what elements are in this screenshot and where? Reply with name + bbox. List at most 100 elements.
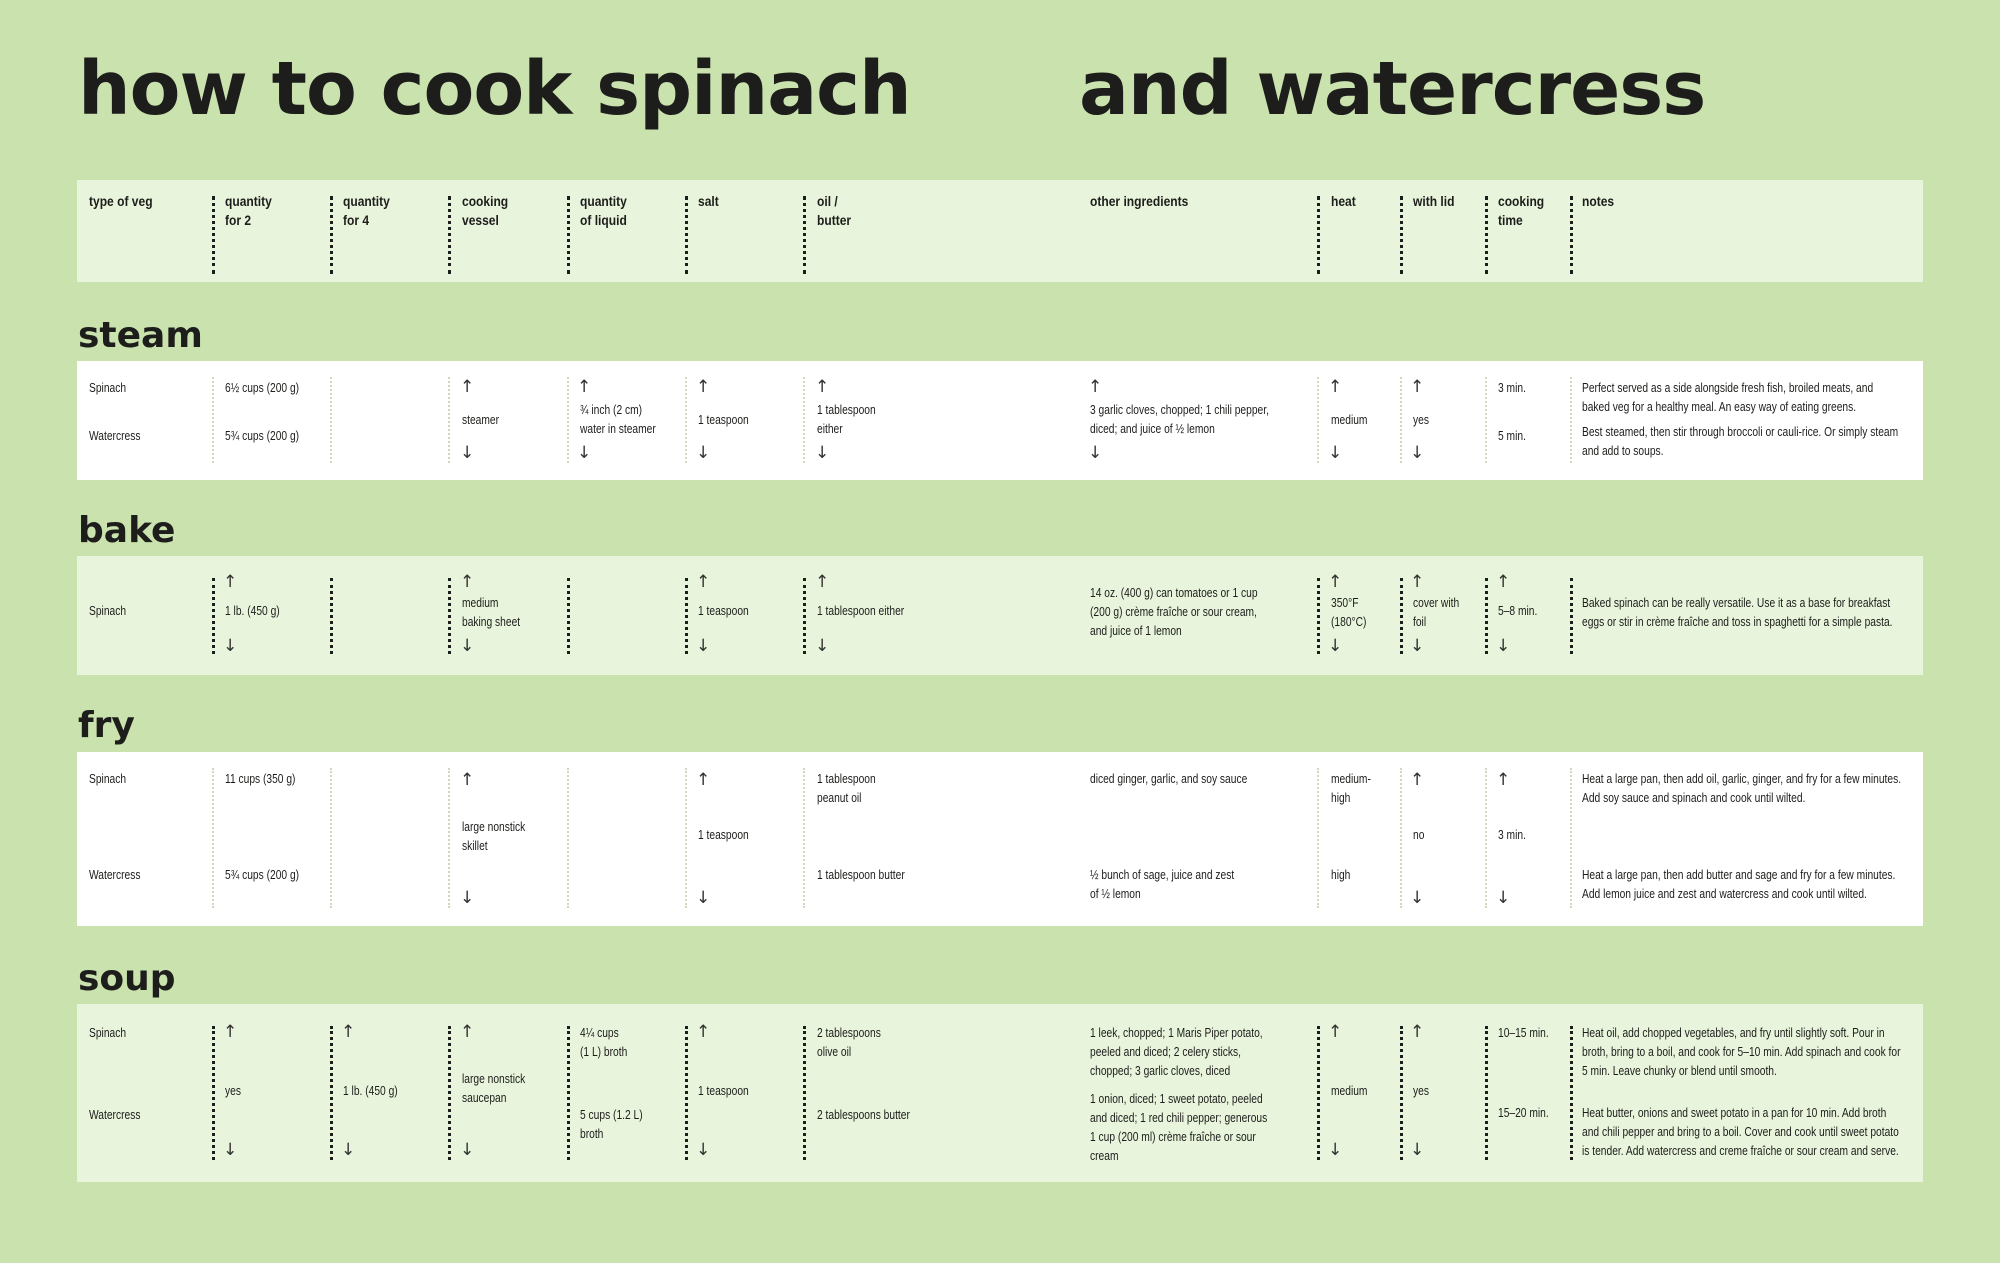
arrow-down-icon: ↓ [1328, 1140, 1343, 1160]
column-divider [1570, 196, 1573, 274]
cooking-time-spinach: 10–15 min. [1498, 1026, 1549, 1040]
arrow-up-icon: ↑ [696, 1022, 711, 1042]
section-bake: Spinach ↑ 1 lb. (450 g) ↓ ↑ medium baking… [77, 556, 1923, 675]
quantity-of-liquid-spinach: 4¼ cups (1 L) broth [580, 1026, 628, 1059]
column-divider [1485, 578, 1488, 654]
with-lid: cover with foil [1413, 596, 1460, 629]
column-divider [448, 578, 451, 654]
quantity-for-2-spinach: 11 cups (350 g) [225, 772, 296, 786]
header-quantity-of-liquid: quantity of liquid [580, 193, 627, 228]
cooking-vessel: large nonstick saucepan [462, 1072, 526, 1105]
arrow-down-icon: ↓ [815, 443, 830, 463]
arrow-up-icon: ↑ [577, 377, 592, 397]
section-title-soup: soup [78, 958, 176, 999]
quantity-for-2-watercress: 5¾ cups (200 g) [225, 868, 300, 882]
other-ingredients-watercress: 1 onion, diced; 1 sweet potato, peeled a… [1090, 1092, 1268, 1163]
column-divider [212, 578, 215, 654]
quantity-of-liquid: ¾ inch (2 cm) water in steamer [580, 403, 656, 436]
header-quantity-for-2: quantity for 2 [225, 193, 272, 228]
section-steam: Spinach Watercress 6½ cups (200 g) 5¾ cu… [77, 361, 1923, 480]
cooking-vessel: large nonstick skillet [462, 820, 526, 853]
veg-spinach: Spinach [89, 381, 127, 395]
veg-spinach: Spinach [89, 1026, 127, 1040]
arrow-up-icon: ↑ [460, 1022, 475, 1042]
column-divider [803, 196, 806, 274]
column-divider [685, 768, 687, 908]
arrow-up-icon: ↑ [815, 572, 830, 592]
column-divider [1570, 1026, 1573, 1160]
arrow-up-icon: ↑ [1328, 572, 1343, 592]
section-soup: Spinach Watercress ↑ yes ↓ ↑ 1 lb. (450 … [77, 1004, 1923, 1182]
column-divider [330, 196, 333, 274]
column-divider [1570, 768, 1572, 908]
salt: 1 teaspoon [698, 413, 749, 427]
veg-watercress: Watercress [89, 429, 141, 443]
column-divider [567, 768, 569, 908]
cooking-vessel: steamer [462, 413, 500, 427]
column-divider [448, 196, 451, 274]
column-divider [1400, 768, 1402, 908]
column-divider [1485, 196, 1488, 274]
cooking-time: 3 min. [1498, 828, 1526, 842]
cooking-time-spinach: 3 min. [1498, 381, 1526, 395]
table-header: type of veg quantity for 2 quantity for 4 … [77, 180, 1923, 282]
arrow-up-icon: ↑ [460, 770, 475, 790]
column-divider [1400, 196, 1403, 274]
column-divider [1485, 1026, 1488, 1160]
cooking-vessel: medium baking sheet [462, 596, 521, 629]
heat-watercress: high [1331, 868, 1351, 882]
column-divider [1485, 377, 1487, 463]
oil-watercress: 2 tablespoons butter [817, 1108, 910, 1122]
cooking-time-watercress: 15–20 min. [1498, 1106, 1549, 1120]
heat: medium [1331, 413, 1368, 427]
header-quantity-for-4: quantity for 4 [343, 193, 390, 228]
arrow-down-icon: ↓ [1088, 443, 1103, 463]
arrow-up-icon: ↑ [1410, 1022, 1425, 1042]
notes-spinach: Heat a large pan, then add oil, garlic, … [1582, 772, 1902, 805]
column-divider [1317, 768, 1319, 908]
arrow-up-icon: ↑ [696, 572, 711, 592]
arrow-down-icon: ↓ [1328, 443, 1343, 463]
heat: 350°F (180°C) [1331, 596, 1367, 629]
arrow-up-icon: ↑ [1328, 1022, 1343, 1042]
cooking-time-watercress: 5 min. [1498, 429, 1526, 443]
header-cooking-time: cooking time [1498, 193, 1545, 228]
arrow-up-icon: ↑ [696, 377, 711, 397]
heat-spinach: medium-high [1331, 772, 1371, 805]
column-divider [1400, 1026, 1403, 1160]
column-divider [567, 1026, 570, 1160]
column-divider [448, 377, 450, 463]
quantity-for-2-watercress: 5¾ cups (200 g) [225, 429, 300, 443]
oil-spinach: 2 tablespoons olive oil [817, 1026, 881, 1059]
column-divider [448, 1026, 451, 1160]
arrow-down-icon: ↓ [223, 636, 238, 656]
other-ingredients: 3 garlic cloves, chopped; 1 chili pepper… [1090, 403, 1269, 436]
arrow-down-icon: ↓ [696, 888, 711, 908]
column-divider [448, 768, 450, 908]
column-divider [803, 1026, 806, 1160]
notes-spinach: Heat oil, add chopped vegetables, and fr… [1582, 1026, 1901, 1078]
column-divider [567, 578, 570, 654]
arrow-up-icon: ↑ [1410, 377, 1425, 397]
arrow-down-icon: ↓ [223, 1140, 238, 1160]
arrow-down-icon: ↓ [1328, 636, 1343, 656]
quantity-of-liquid-watercress: 5 cups (1.2 L) broth [580, 1108, 643, 1141]
section-fry: Spinach Watercress 11 cups (350 g) 5¾ cu… [77, 752, 1923, 926]
other-ingredients-watercress: ½ bunch of sage, juice and zest of ½ lemo… [1090, 868, 1235, 901]
header-cooking-vessel: cooking vessel [462, 193, 509, 228]
arrow-up-icon: ↑ [696, 770, 711, 790]
arrow-up-icon: ↑ [1088, 377, 1103, 397]
arrow-down-icon: ↓ [460, 888, 475, 908]
column-divider [330, 377, 332, 463]
header-other-ingredients: other ingredients [1090, 193, 1189, 209]
header-salt: salt [698, 193, 719, 209]
header-oil-butter: oil / butter [817, 193, 852, 228]
other-ingredients-spinach: 1 leek, chopped; 1 Maris Piper potato, p… [1090, 1026, 1263, 1078]
notes-spinach: Perfect served as a side alongside fresh… [1582, 381, 1874, 414]
column-divider [803, 377, 805, 463]
oil-watercress: 1 tablespoon butter [817, 868, 905, 882]
column-divider [567, 196, 570, 274]
quantity-for-2: yes [225, 1084, 241, 1098]
column-divider [1570, 377, 1572, 463]
column-divider [1485, 768, 1487, 908]
